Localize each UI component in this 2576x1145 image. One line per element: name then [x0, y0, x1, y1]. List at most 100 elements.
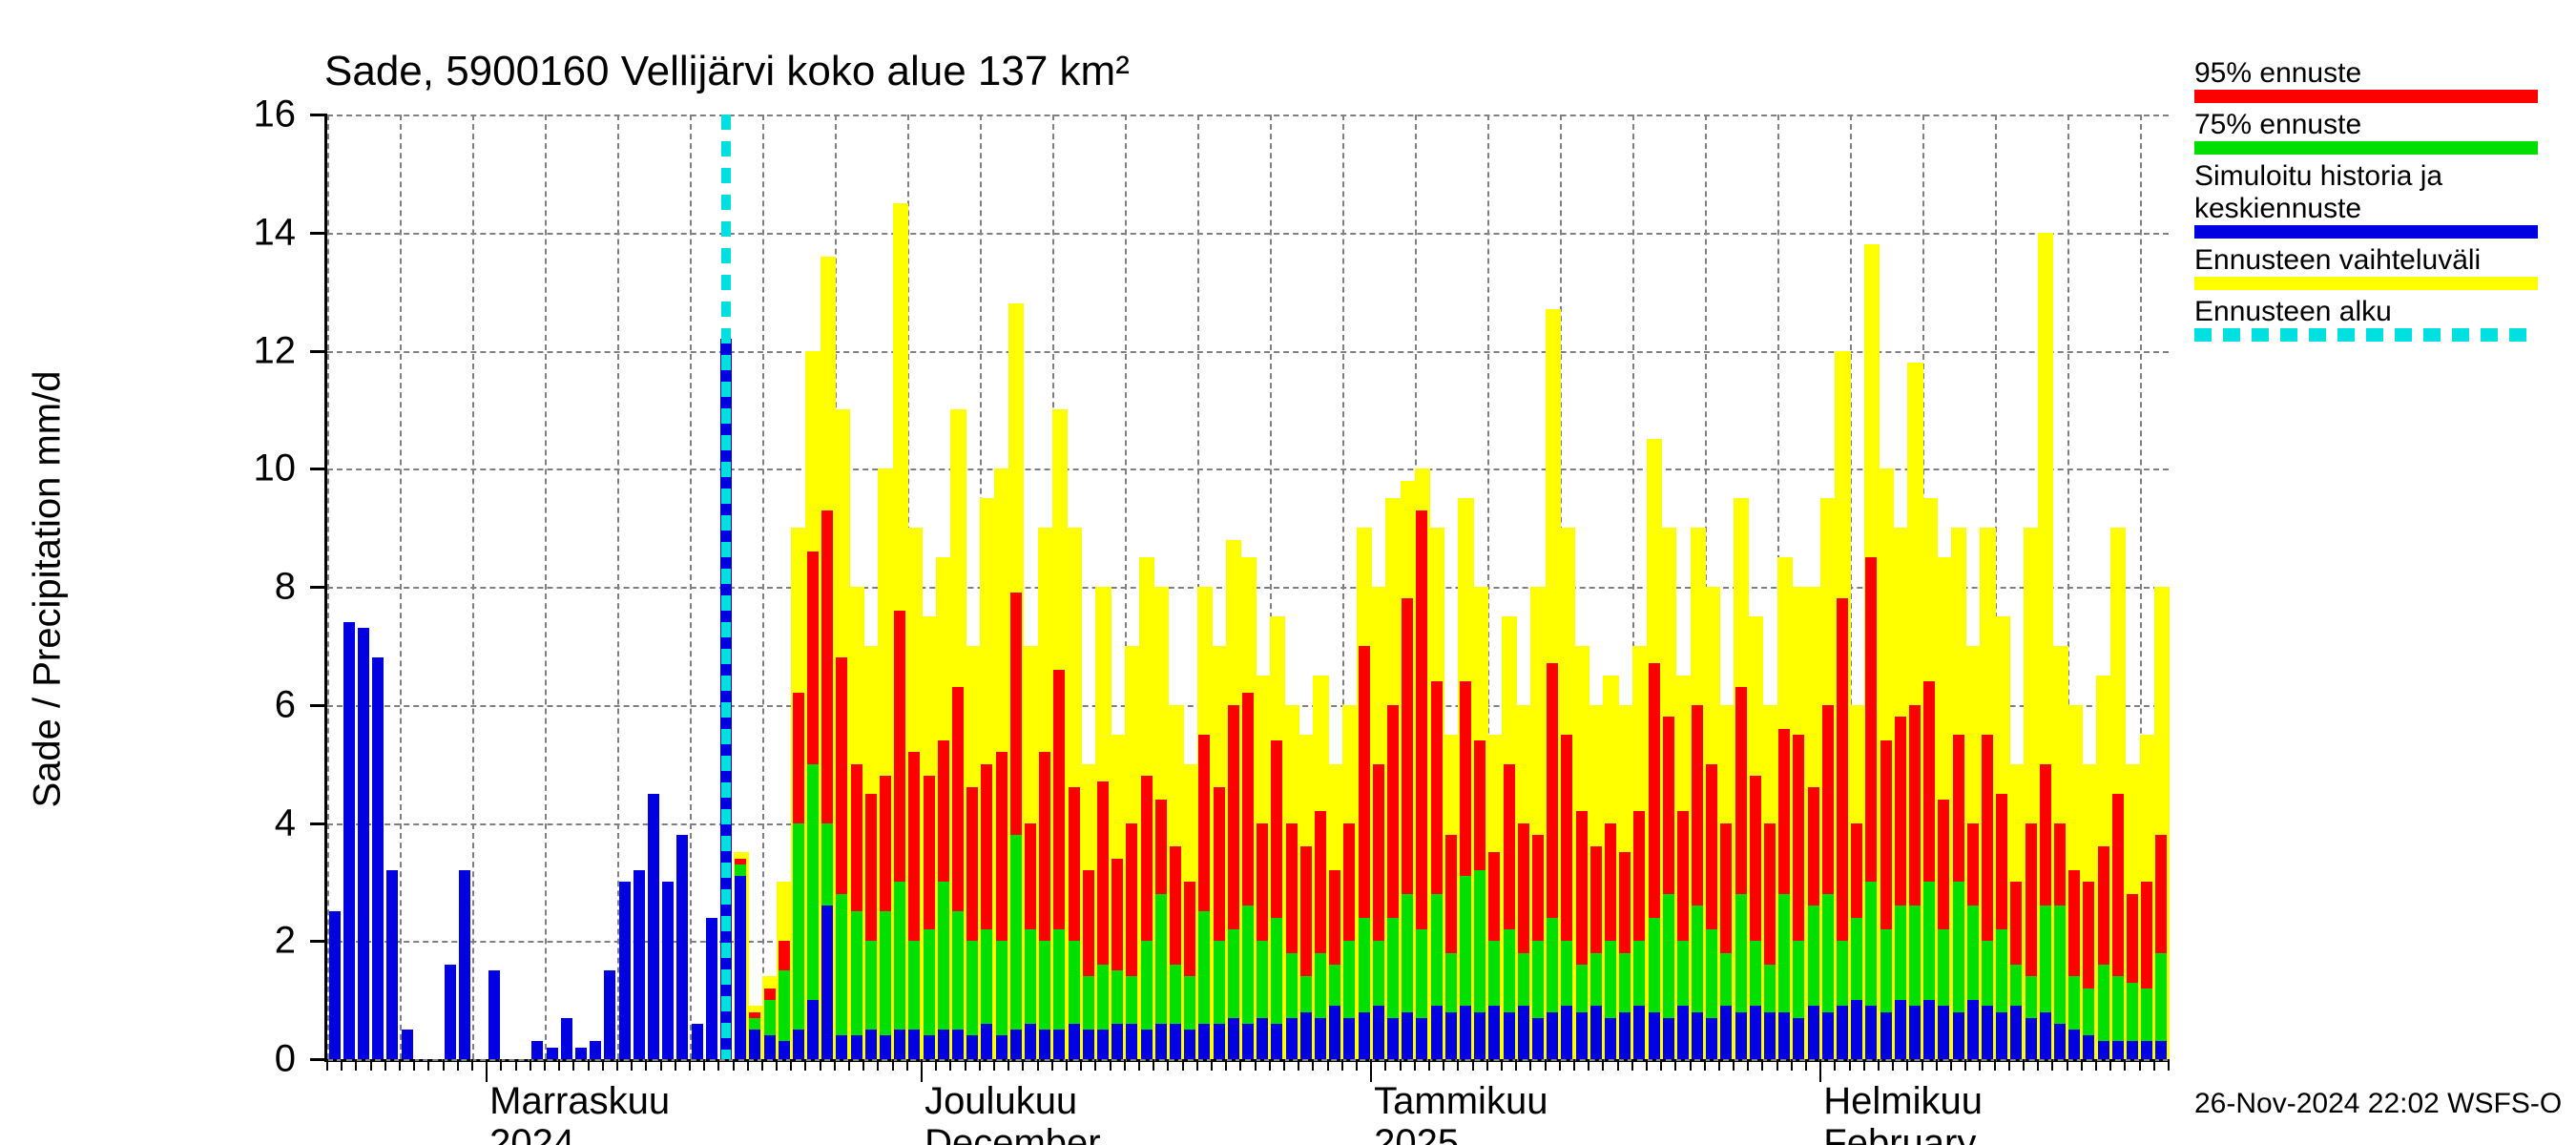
- ytick-label: 10: [229, 448, 296, 490]
- history-bar: [561, 1018, 572, 1059]
- xtick-minor: [1545, 1059, 1547, 1071]
- forecast-median-bar: [1184, 1030, 1195, 1059]
- history-bar: [329, 911, 341, 1059]
- history-bar: [604, 970, 615, 1059]
- xtick-minor: [2037, 1059, 2039, 1071]
- xtick-minor: [2168, 1059, 2170, 1071]
- legend-label: 75% ennuste: [2194, 109, 2538, 141]
- forecast-median-bar: [1764, 1012, 1776, 1060]
- forecast-median-bar: [966, 1035, 978, 1059]
- x-month-label: Helmikuu: [1823, 1080, 1983, 1123]
- xtick-minor: [2051, 1059, 2053, 1071]
- forecast-median-bar: [1359, 1012, 1370, 1060]
- forecast-median-bar: [1837, 1006, 1848, 1059]
- xtick-minor: [834, 1059, 836, 1071]
- xtick-minor: [1443, 1059, 1444, 1071]
- xtick-minor: [443, 1059, 445, 1071]
- forecast-median-bar: [1111, 1024, 1123, 1059]
- forecast-median-bar: [2025, 1018, 2037, 1059]
- forecast-median-bar: [2083, 1035, 2094, 1059]
- xtick-minor: [1283, 1059, 1285, 1071]
- xtick-minor: [1080, 1059, 1082, 1071]
- legend-entry: Simuloitu historia ja keskiennuste: [2194, 160, 2538, 239]
- history-bar: [372, 657, 384, 1059]
- forecast-median-bar: [735, 876, 746, 1059]
- forecast-median-bar: [1460, 1006, 1471, 1059]
- forecast-median-bar: [807, 1000, 819, 1059]
- history-bar: [706, 918, 717, 1060]
- gridline-h: [327, 233, 2169, 235]
- legend-label: Simuloitu historia ja keskiennuste: [2194, 160, 2538, 225]
- xtick-minor: [1646, 1059, 1648, 1071]
- forecast-median-bar: [1242, 1024, 1254, 1059]
- forecast-median-bar: [1938, 1006, 1949, 1059]
- xtick-minor: [1051, 1059, 1053, 1071]
- xtick-minor: [602, 1059, 604, 1071]
- xtick-minor: [1791, 1059, 1793, 1071]
- xtick-minor: [1341, 1059, 1343, 1071]
- xtick-minor: [572, 1059, 574, 1071]
- xtick-minor: [1617, 1059, 1619, 1071]
- forecast-median-bar: [1532, 1018, 1544, 1059]
- forecast-median-bar: [1865, 1006, 1877, 1059]
- history-bar: [343, 622, 355, 1059]
- xtick-minor: [1718, 1059, 1720, 1071]
- xtick-minor: [1356, 1059, 1358, 1071]
- forecast-median-bar: [1778, 1012, 1790, 1060]
- forecast-median-bar: [1923, 1000, 1935, 1059]
- forecast-median-bar: [749, 1030, 760, 1059]
- forecast-median-bar: [793, 1030, 804, 1059]
- xtick-minor: [1674, 1059, 1676, 1071]
- forecast-median-bar: [1053, 1030, 1065, 1059]
- chart-title: Sade, 5900160 Vellijärvi koko alue 137 k…: [324, 48, 1130, 95]
- forecast-median-bar: [1895, 1000, 1906, 1059]
- history-bar: [547, 1048, 558, 1059]
- forecast-median-bar: [2040, 1012, 2051, 1060]
- forecast-median-bar: [1431, 1006, 1443, 1059]
- xtick-minor: [1834, 1059, 1836, 1071]
- x-month-sublabel: 2024: [489, 1122, 574, 1145]
- xtick-minor: [1486, 1059, 1488, 1071]
- forecast-median-bar: [1445, 1012, 1457, 1060]
- forecast-median-bar: [1170, 1024, 1181, 1059]
- xtick-major: [921, 1059, 923, 1082]
- ytick-label: 8: [229, 566, 296, 609]
- xtick-minor: [862, 1059, 864, 1071]
- xtick-minor: [717, 1059, 719, 1071]
- forecast-median-bar: [1822, 1012, 1834, 1060]
- xtick-minor: [515, 1059, 517, 1071]
- legend-label: Ennusteen vaihteluväli: [2194, 244, 2538, 277]
- gridline-v: [400, 114, 402, 1059]
- history-bar: [445, 965, 456, 1059]
- xtick-minor: [1066, 1059, 1068, 1071]
- xtick-minor: [747, 1059, 749, 1071]
- xtick-minor: [384, 1059, 386, 1071]
- xtick-minor: [1239, 1059, 1241, 1071]
- xtick-minor: [1747, 1059, 1749, 1071]
- xtick-minor: [804, 1059, 806, 1071]
- xtick-minor: [1022, 1059, 1024, 1071]
- xtick-minor: [1878, 1059, 1880, 1071]
- xtick-minor: [1979, 1059, 1981, 1071]
- forecast-median-bar: [1561, 1006, 1572, 1059]
- forecast-median-bar: [2112, 1041, 2124, 1059]
- legend-swatch: [2194, 328, 2538, 342]
- ytick-label: 14: [229, 211, 296, 254]
- forecast-median-bar: [1402, 1012, 1413, 1060]
- forecast-median-bar: [1488, 1006, 1500, 1059]
- gridline-v: [472, 114, 474, 1059]
- forecast-median-bar: [1387, 1018, 1399, 1059]
- xtick-minor: [1776, 1059, 1778, 1071]
- xtick-minor: [1414, 1059, 1416, 1071]
- legend-swatch: [2194, 225, 2538, 239]
- x-month-sublabel: December: [924, 1122, 1101, 1145]
- xtick-minor: [1428, 1059, 1430, 1071]
- forecast-median-bar: [1880, 1012, 1892, 1060]
- history-bar: [676, 835, 688, 1059]
- xtick-minor: [1588, 1059, 1589, 1071]
- xtick-minor: [733, 1059, 735, 1071]
- xtick-minor: [1312, 1059, 1314, 1071]
- xtick-minor: [1660, 1059, 1662, 1071]
- xtick-minor: [1761, 1059, 1763, 1071]
- forecast-median-bar: [1286, 1018, 1298, 1059]
